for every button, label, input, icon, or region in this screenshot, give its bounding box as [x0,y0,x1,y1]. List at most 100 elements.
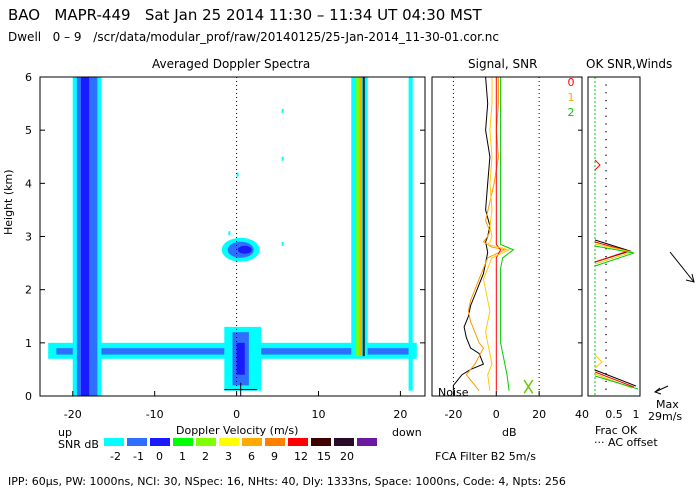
ok-dot [605,138,607,141]
header-datetime: Sat Jan 25 2014 11:30 – 11:34 UT 04:30 M… [144,6,482,24]
speckle [236,172,239,177]
max-value: 29m/s [648,410,683,423]
x-tick-label: 10 [312,408,326,421]
speckle [281,108,284,113]
ok-spike [594,245,635,267]
y-tick-label: 1 [25,337,32,350]
colorbar-swatch [219,438,239,446]
zero-clutter-core [236,342,245,375]
ok-dot [605,279,607,281]
ok-x-tick-label: 1 [633,408,640,421]
ok-dot [605,92,607,94]
speckle [228,231,231,236]
ok-dot [605,131,607,133]
ok-dot [605,193,607,195]
y-tick-label: 3 [25,231,32,244]
colorbar-swatch [173,438,193,446]
ok-small-spike [594,354,603,369]
right-band-dark [362,77,365,357]
max-arrow [654,385,669,393]
colorbar-swatch [127,438,147,446]
signal-x-tick-label: -20 [444,408,462,421]
spectra-title: Averaged Doppler Spectra [152,57,311,71]
colorbar-swatch [104,438,124,446]
noise-label: Noise [438,386,469,399]
series-snr-2 [500,77,515,391]
signal-x-tick-label: 0 [493,408,500,421]
footer-params: IPP: 60μs, PW: 1000ns, NCI: 30, NSpec: 1… [8,475,566,488]
ok-bottom-line [594,369,637,387]
ok-dot [605,162,607,164]
ok-dot [605,294,607,297]
ok-legend-entry: 2 [568,106,575,119]
ok-legend-entry: 1 [568,91,575,104]
y-tick-label: 4 [25,177,32,190]
colorbar-level: 1 [179,450,186,463]
signal-x-tick-label: 20 [532,408,546,421]
spectra-panel: 0 1 2 3 4 5 6 -20 -10 0 10 20 [25,71,426,421]
y-tick-label: 0 [25,390,32,403]
ok-spike [594,243,634,265]
file-path: /scr/data/modular_prof/raw/20140125/25-J… [93,30,499,44]
colorbar-level: -1 [133,450,144,463]
x-left-label: up [58,426,72,439]
ok-title: OK SNR,Winds [586,57,673,71]
ok-dot [605,107,607,110]
ok-dot [605,255,607,258]
right-band-orange [359,77,362,357]
right-band-green [356,77,360,357]
x-tick-label: 0 [233,408,240,421]
ok-dot [605,318,607,320]
ok-dot [605,154,607,156]
series-snr-1 [482,77,511,391]
dwell-label: Dwell [8,30,42,44]
signal-xlabel: dB [502,426,517,439]
header-subtitle: Dwell 0 – 9 /scr/data/modular_prof/raw/2… [8,30,499,44]
dwell-range: 0 – 9 [52,30,82,44]
frac-ok-label: Frac OK [595,424,638,437]
ok-dot [605,341,607,344]
x-tick-label: -10 [146,408,164,421]
signal-frame [431,76,583,397]
ok-dot [605,185,607,188]
ok-legend-entry: 0 [568,76,575,89]
colorbar-level: 15 [317,450,331,463]
wind-arrow [669,251,695,283]
ok-dot [605,115,607,117]
ok-dot [605,216,607,219]
colorbar-swatch [334,438,354,446]
ok-dot [605,201,607,203]
ok-dot [605,365,607,367]
signal-title: Signal, SNR [468,57,538,71]
colorbar-level: -2 [110,450,121,463]
ok-frame [587,76,641,397]
echo-core [237,245,252,254]
colorbar-level: 2 [202,450,209,463]
colorbar-label: SNR dB [58,438,99,451]
ok-dot [605,310,607,312]
ok-dot [605,170,607,172]
ok-dot [605,99,607,102]
ok-dot [605,177,607,180]
y-tick-label: 5 [25,124,32,137]
ok-x-tick-label: 0.5 [605,408,623,421]
colorbar-swatch [357,438,377,446]
ac-offset-label: ··· AC offset [594,436,658,449]
colorbar-level: 0 [156,450,163,463]
ac-offset-note: AC offset [608,436,658,449]
y-tick-label: 6 [25,71,32,84]
signal-x-tick-label: 40 [575,408,589,421]
far-right-band [408,77,413,391]
ok-dot [605,349,607,351]
ok-dot [605,333,607,336]
x-right-label: down [392,426,422,439]
series-noise [452,76,491,391]
header-instrument: MAPR-449 [54,6,131,24]
ok-bottom-line [594,375,639,390]
colorbar-swatch [242,438,262,446]
max-arrow-head [653,387,662,395]
colorbar-swatch [265,438,285,446]
colorbar-swatch [311,438,331,446]
ok-dot [605,388,607,390]
